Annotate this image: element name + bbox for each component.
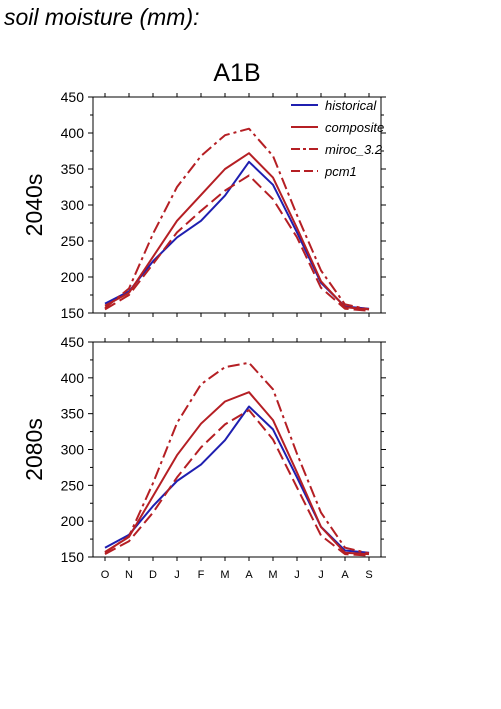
y-tick-label: 300 — [61, 442, 85, 458]
y-tick-label: 200 — [61, 269, 85, 285]
series-line-composite — [104, 391, 370, 556]
y-tick-label: 400 — [61, 370, 85, 386]
y-tick-label: 250 — [61, 477, 85, 493]
y-tick-label: 350 — [61, 161, 85, 177]
x-tick-label: N — [125, 569, 133, 581]
x-tick-label: M — [220, 569, 229, 581]
y-tick-label: 450 — [61, 334, 85, 350]
y-tick-label: 350 — [61, 406, 85, 422]
page-title: soil moisture (mm): — [4, 4, 200, 30]
y-tick-label: 300 — [61, 197, 85, 213]
x-tick-label: J — [174, 569, 180, 581]
legend-label: pcm1 — [324, 164, 357, 179]
x-tick-label: M — [268, 569, 277, 581]
y-tick-label: 400 — [61, 125, 85, 141]
chart-panel-2080s: 150 200 250 300 350 400 450 O N D J F M A M J J A S 2080s — [21, 334, 386, 581]
legend-label: composite — [325, 120, 384, 135]
x-tick-label: J — [318, 569, 324, 581]
series-line-composite — [104, 152, 370, 311]
x-tick-label: A — [341, 569, 349, 581]
series-line-pcm1 — [104, 174, 370, 312]
scenario-title: A1B — [213, 59, 260, 87]
y-tick-label: 200 — [61, 513, 85, 529]
y-axis-label: 2080s — [21, 418, 47, 481]
x-tick-label: F — [198, 569, 205, 581]
y-tick-label: 150 — [61, 549, 85, 565]
series-line-miroc-3-2 — [104, 127, 370, 311]
y-tick-label: 250 — [61, 233, 85, 249]
y-tick-label: 450 — [61, 89, 85, 105]
x-tick-label: D — [149, 569, 157, 581]
legend-label: historical — [325, 98, 377, 113]
legend: historical composite miroc_3.2 pcm1 — [291, 98, 384, 179]
legend-label: miroc_3.2 — [325, 142, 383, 157]
series-line-historical — [104, 160, 370, 310]
series-line-historical — [104, 405, 370, 554]
series-line-miroc-3-2 — [104, 361, 370, 555]
chart-panel-2040s: 150 200 250 300 350 400 450 2040s — [21, 89, 386, 321]
x-tick-label: J — [294, 569, 300, 581]
y-tick-label: 150 — [61, 305, 85, 321]
series-line-pcm1 — [104, 409, 370, 557]
y-axis-label: 2040s — [21, 174, 47, 237]
x-tick-label: O — [101, 569, 110, 581]
x-tick-label: S — [365, 569, 372, 581]
x-tick-label: A — [245, 569, 253, 581]
